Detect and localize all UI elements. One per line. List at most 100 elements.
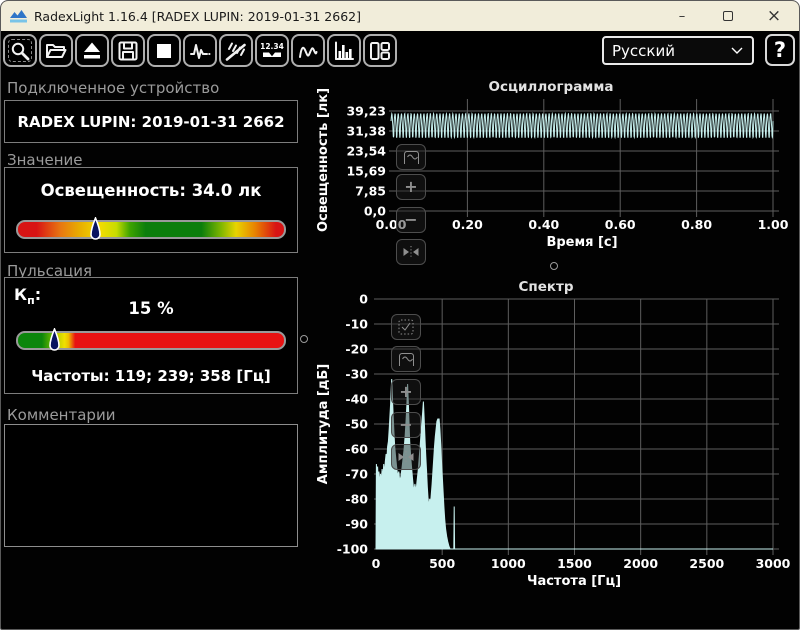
- svg-text:-40: -40: [345, 392, 368, 407]
- svg-text:-30: -30: [345, 367, 368, 382]
- oscillogram-settings-button[interactable]: [183, 34, 217, 67]
- toolbar: 12.34: [1, 31, 799, 70]
- svg-text:Частота [Гц]: Частота [Гц]: [527, 574, 621, 589]
- comments-input[interactable]: [4, 424, 298, 547]
- minus-icon: −: [404, 210, 418, 229]
- device-name: RADEX LUPIN: 2019-01-31 2662: [17, 112, 285, 131]
- collapse-x-icon: [403, 246, 419, 258]
- stop-button[interactable]: [147, 34, 181, 67]
- osc-zoom-out-button[interactable]: −: [396, 207, 426, 233]
- pulsation-marker: [49, 328, 60, 351]
- help-button[interactable]: ?: [765, 34, 795, 66]
- numeric-display-icon: 12.34: [260, 42, 284, 57]
- pulsation-mode-button[interactable]: [219, 34, 253, 67]
- svg-text:1500: 1500: [557, 556, 592, 571]
- svg-text:1000: 1000: [491, 556, 526, 571]
- layout-panels-button[interactable]: [363, 34, 397, 67]
- svg-text:-80: -80: [345, 492, 368, 507]
- horizontal-splitter-handle[interactable]: [550, 262, 558, 270]
- value-box: Освещенность: 34.0 лк: [4, 167, 298, 253]
- svg-text:-10: -10: [345, 317, 368, 332]
- search-device-button[interactable]: [3, 34, 37, 67]
- waveform-icon: [299, 46, 318, 58]
- folder-open-icon: [46, 43, 67, 58]
- svg-text:12.34: 12.34: [260, 42, 284, 51]
- comments-section-header: Комментарии: [7, 406, 116, 424]
- title-bar: RadexLight 1.16.4 [RADEX LUPIN: 2019-01-…: [1, 1, 799, 31]
- language-value: Русский: [612, 41, 675, 60]
- search-icon: [11, 42, 30, 60]
- svg-text:0.40: 0.40: [528, 217, 559, 232]
- svg-text:Освещенность [лк]: Освещенность [лк]: [316, 88, 331, 232]
- svg-text:-100: -100: [337, 542, 369, 557]
- spec-zoom-out-button[interactable]: −: [391, 412, 421, 438]
- value-section-header: Значение: [7, 151, 83, 169]
- spectrum-chart: 0 -10 -20 -30 -40 -50 -60 -70 -80 -90 -100 0 500 1000…: [311, 271, 799, 601]
- svg-text:0: 0: [359, 292, 368, 307]
- numeric-display-button[interactable]: 12.34: [255, 34, 289, 67]
- eject-device-button[interactable]: [75, 34, 109, 67]
- svg-text:0,0: 0,0: [364, 204, 386, 219]
- window-title: RadexLight 1.16.4 [RADEX LUPIN: 2019-01-…: [34, 8, 361, 24]
- svg-text:Время [с]: Время [с]: [546, 235, 617, 250]
- pulse-settings-icon: [190, 43, 211, 59]
- spec-autoscale-button[interactable]: [391, 314, 421, 340]
- save-file-button[interactable]: [111, 34, 145, 67]
- maximize-icon: [723, 11, 733, 21]
- osc-zoom-in-button[interactable]: +: [396, 174, 426, 200]
- svg-text:500: 500: [429, 556, 455, 571]
- maximize-button[interactable]: [705, 1, 751, 31]
- frequencies-text: Частоты: 119; 239; 358 [Гц]: [31, 367, 271, 385]
- illuminance-scale-bar: [16, 217, 286, 240]
- spectrum-view-button[interactable]: [327, 34, 361, 67]
- connected-device-box: RADEX LUPIN: 2019-01-31 2662: [4, 100, 298, 143]
- osc-fit-view-button[interactable]: [396, 144, 426, 170]
- svg-text:3000: 3000: [756, 556, 791, 571]
- histogram-icon: [335, 41, 354, 60]
- svg-text:0.60: 0.60: [605, 217, 636, 232]
- osc-fit-x-button[interactable]: [396, 239, 426, 265]
- svg-text:7,85: 7,85: [355, 183, 386, 198]
- svg-text:0.20: 0.20: [452, 217, 483, 232]
- save-icon: [118, 41, 138, 60]
- layout-icon: [370, 41, 390, 60]
- illuminance-marker: [90, 217, 101, 240]
- spec-fit-x-button[interactable]: [391, 444, 421, 470]
- svg-text:39,23: 39,23: [346, 104, 386, 119]
- check-icon: [398, 319, 414, 335]
- minus-icon: −: [399, 415, 413, 434]
- svg-text:23,54: 23,54: [346, 143, 386, 158]
- app-icon: [10, 10, 27, 23]
- kp-value: 15 %: [128, 299, 174, 318]
- oscillogram-view-button[interactable]: [291, 34, 325, 67]
- svg-text:Спектр: Спектр: [518, 279, 573, 295]
- language-select[interactable]: Русский: [602, 36, 754, 65]
- svg-text:Амплитуда [дБ]: Амплитуда [дБ]: [316, 364, 331, 484]
- collapse-x-icon: [398, 451, 414, 463]
- vertical-splitter-handle[interactable]: [300, 335, 308, 343]
- minimize-button[interactable]: –: [659, 1, 705, 31]
- svg-text:-20: -20: [345, 342, 368, 357]
- svg-text:-70: -70: [345, 467, 368, 482]
- pulsation-section-header: Пульсация: [7, 262, 93, 280]
- hatch-slope-icon: [225, 42, 246, 61]
- plus-icon: +: [399, 382, 413, 401]
- pulsation-scale-bar: [16, 328, 286, 351]
- svg-text:Осциллограмма: Осциллограмма: [488, 79, 613, 95]
- device-section-header: Подключенное устройство: [7, 79, 220, 97]
- pulsation-box: Кп: 15 % Частоты: 119; 239; 358 [Гц]: [4, 277, 298, 394]
- spec-fit-view-button[interactable]: [391, 346, 421, 372]
- spec-zoom-in-button[interactable]: +: [391, 379, 421, 405]
- focus-rect: [8, 39, 32, 62]
- svg-text:1.00: 1.00: [758, 217, 789, 232]
- eject-icon: [84, 42, 100, 58]
- spectrum-plot: 0-10-20-30-40-50-60-70-80-90-1000 500 1000…: [316, 279, 791, 589]
- svg-text:-90: -90: [345, 517, 368, 532]
- open-file-button[interactable]: [39, 34, 73, 67]
- plus-icon: +: [404, 177, 418, 196]
- illuminance-reading: Освещенность: 34.0 лк: [40, 181, 262, 200]
- oscillogram-chart: 39,23 31,38 23,54 15,69 7,85 0,0 0.00 0.20 0.40 0…: [311, 76, 799, 271]
- close-button[interactable]: ×: [751, 1, 797, 31]
